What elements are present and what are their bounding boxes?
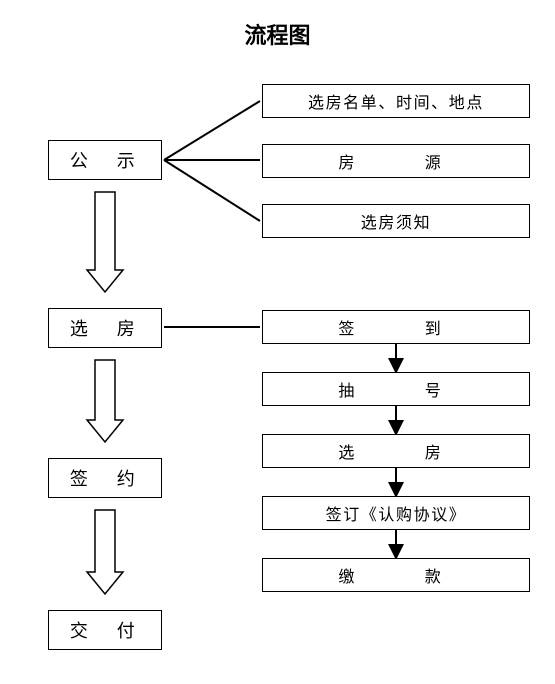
main-node-n1: 公 示 [48, 140, 162, 180]
sub-node-c1: 签 到 [262, 310, 530, 344]
sub-node-c3: 选 房 [262, 434, 530, 468]
main-node-n2: 选 房 [48, 308, 162, 348]
sub-node-s1: 选房名单、时间、地点 [262, 84, 530, 118]
sub-node-c4: 签订《认购协议》 [262, 496, 530, 530]
main-node-n4: 交 付 [48, 610, 162, 650]
sub-node-c5: 缴 款 [262, 558, 530, 592]
sub-node-c2: 抽 号 [262, 372, 530, 406]
sub-node-s2: 房 源 [262, 144, 530, 178]
fan-line-2 [164, 160, 260, 221]
hollow-arrow-1 [87, 360, 123, 442]
main-node-n3: 签 约 [48, 458, 162, 498]
hollow-arrow-0 [87, 192, 123, 292]
sub-node-s3: 选房须知 [262, 204, 530, 238]
hollow-arrow-2 [87, 510, 123, 594]
fan-line-0 [164, 101, 260, 160]
